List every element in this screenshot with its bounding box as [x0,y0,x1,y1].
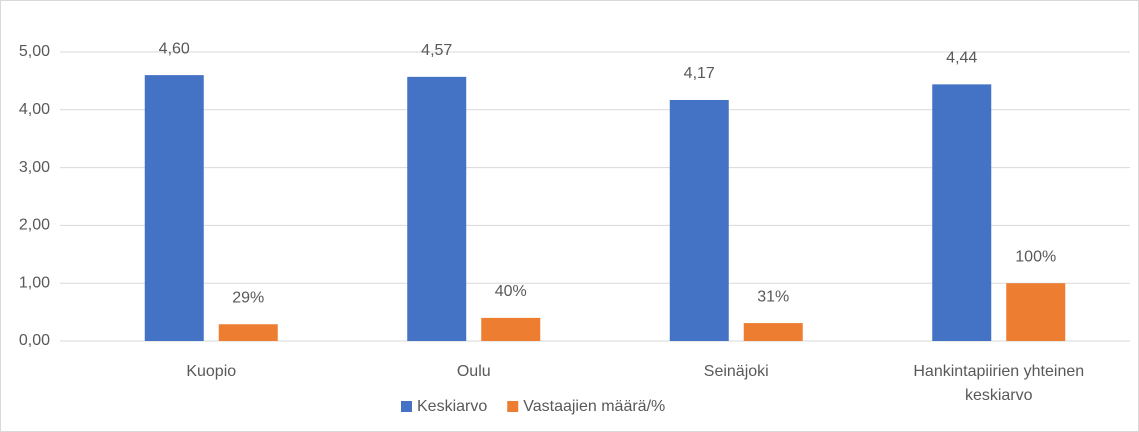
y-tick-label: 0,00 [19,332,50,349]
data-label: 100% [1015,248,1056,265]
data-label: 4,44 [946,50,977,67]
x-tick-label: Seinäjoki [704,363,769,380]
data-label: 40% [495,283,527,300]
data-label: 4,60 [159,40,190,57]
y-tick-label: 1,00 [19,274,50,291]
y-tick-label: 2,00 [19,217,50,234]
y-tick-label: 4,00 [19,101,50,118]
bar [481,317,541,341]
bar [407,76,467,341]
bar [932,84,992,342]
data-label: 31% [757,288,789,305]
bar [144,75,204,342]
legend-label: Keskiarvo [417,398,487,415]
data-label: 4,17 [684,65,715,82]
x-tick-label: Kuopio [186,363,236,380]
legend-swatch [507,401,519,412]
bar [743,323,803,341]
x-tick-label: Oulu [457,363,491,380]
legend-swatch [401,401,412,412]
x-tick-label: Hankintapiirien yhteinen keskiarvo [913,363,1084,404]
data-label: 4,57 [421,42,452,59]
y-tick-label: 3,00 [19,159,50,176]
y-tick-label: 5,00 [19,43,50,60]
legend-label: Vastaajien määrä/% [523,398,665,415]
data-label: 29% [232,289,264,306]
bar [669,99,729,341]
bar [1006,283,1066,341]
bar [218,324,278,341]
